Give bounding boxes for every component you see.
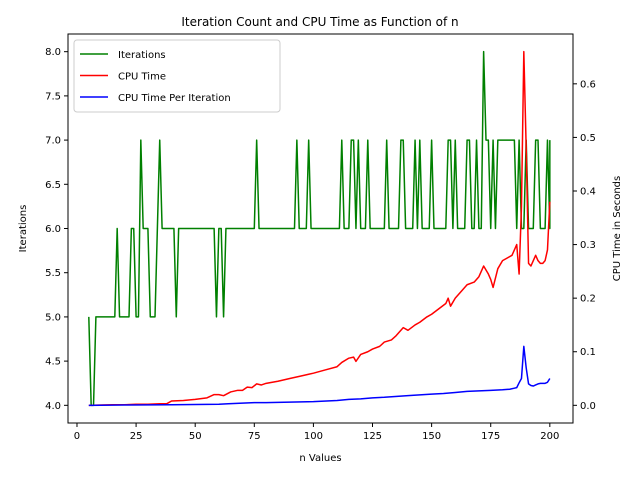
x-axis-label: n Values xyxy=(299,453,341,464)
x-tick-label: 75 xyxy=(248,431,261,442)
right-y-tick-label: 0.5 xyxy=(580,133,596,144)
right-y-tick-label: 0.2 xyxy=(580,294,596,305)
x-tick-label: 25 xyxy=(130,431,143,442)
legend-label-iterations: Iterations xyxy=(118,50,166,61)
x-tick-label: 150 xyxy=(422,431,441,442)
left-y-axis-ticks: 4.0 4.5 5.0 5.5 6.0 6.5 7.0 7.5 8.0 xyxy=(45,47,68,412)
x-tick-label: 125 xyxy=(363,431,382,442)
x-tick-label: 50 xyxy=(189,431,202,442)
x-axis-ticks: 0 25 50 75 100 125 150 175 200 xyxy=(74,423,559,442)
series-line-cpu-time-per-iteration xyxy=(88,345,551,407)
legend-label-cpu-time-per-iteration: CPU Time Per Iteration xyxy=(118,93,231,104)
right-y-tick-label: 0.0 xyxy=(580,401,596,412)
x-tick-label: 0 xyxy=(74,431,80,442)
left-y-tick-label: 4.0 xyxy=(45,401,61,412)
right-y-tick-label: 0.1 xyxy=(580,347,596,358)
right-y-tick-label: 0.3 xyxy=(580,240,596,251)
x-tick-label: 100 xyxy=(304,431,323,442)
left-y-tick-label: 5.0 xyxy=(45,312,61,323)
plot-lines xyxy=(88,50,551,407)
x-tick-label: 175 xyxy=(481,431,500,442)
chart-title: Iteration Count and CPU Time as Function… xyxy=(181,15,458,29)
left-y-tick-label: 7.0 xyxy=(45,136,61,147)
right-y-axis-ticks: 0.0 0.1 0.2 0.3 0.4 0.5 0.6 xyxy=(573,79,596,412)
legend-label-cpu-time: CPU Time xyxy=(118,72,166,83)
left-y-tick-label: 6.5 xyxy=(45,180,61,191)
left-y-tick-label: 6.0 xyxy=(45,224,61,235)
left-y-tick-label: 8.0 xyxy=(45,47,61,58)
left-y-tick-label: 5.5 xyxy=(45,268,61,279)
right-y-tick-label: 0.4 xyxy=(580,186,596,197)
left-y-tick-label: 7.5 xyxy=(45,91,61,102)
series-line-cpu-time xyxy=(88,50,551,407)
right-y-axis-label: CPU Time in Seconds xyxy=(612,176,623,281)
series-line-iterations xyxy=(88,50,551,407)
right-y-tick-label: 0.6 xyxy=(580,79,596,90)
x-tick-label: 200 xyxy=(540,431,559,442)
left-y-axis-label: Iterations xyxy=(18,205,29,253)
legend: Iterations CPU Time CPU Time Per Iterati… xyxy=(73,39,281,113)
legend-box xyxy=(73,39,281,113)
left-y-tick-label: 4.5 xyxy=(45,357,61,368)
